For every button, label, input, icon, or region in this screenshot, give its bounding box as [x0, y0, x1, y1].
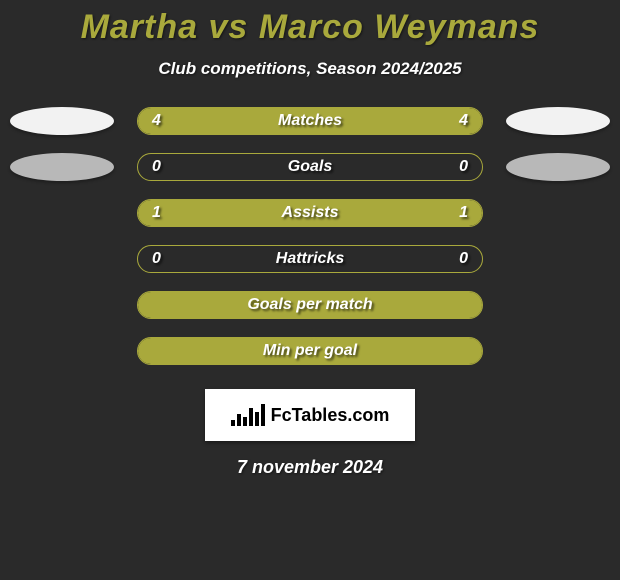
stat-labels: Min per goal — [138, 338, 482, 364]
stat-value-left: 0 — [152, 158, 161, 176]
stat-metric-name: Min per goal — [263, 342, 357, 360]
player-badge-right — [506, 153, 610, 181]
page-title: Martha vs Marco Weymans — [0, 8, 620, 47]
stat-metric-name: Hattricks — [276, 250, 344, 268]
stat-value-right: 0 — [459, 250, 468, 268]
player-badge-left — [10, 107, 114, 135]
left-badge-slot — [7, 153, 117, 181]
date-label: 7 november 2024 — [0, 457, 620, 478]
stat-value-left: 4 — [152, 112, 161, 130]
right-badge-slot — [503, 291, 613, 319]
stat-rows: 4 Matches 4 0 Goals 0 1 Assists 1 0 Hattricks 0 Goal… — [0, 107, 620, 365]
stat-metric-name: Assists — [282, 204, 339, 222]
stat-metric-name: Goals — [288, 158, 332, 176]
stat-row: 0 Goals 0 — [0, 153, 620, 181]
stat-bar: Min per goal — [137, 337, 483, 365]
left-badge-slot — [7, 337, 117, 365]
right-badge-slot — [503, 199, 613, 227]
stat-row: 0 Hattricks 0 — [0, 245, 620, 273]
right-badge-slot — [503, 245, 613, 273]
left-badge-slot — [7, 291, 117, 319]
stat-bar: 4 Matches 4 — [137, 107, 483, 135]
right-badge-slot — [503, 153, 613, 181]
stat-row: Min per goal — [0, 337, 620, 365]
stat-bar: 0 Hattricks 0 — [137, 245, 483, 273]
stat-metric-name: Matches — [278, 112, 342, 130]
stat-labels: Goals per match — [138, 292, 482, 318]
stat-metric-name: Goals per match — [247, 296, 372, 314]
stat-labels: 4 Matches 4 — [138, 108, 482, 134]
left-badge-slot — [7, 245, 117, 273]
comparison-card: Martha vs Marco Weymans Club competition… — [0, 0, 620, 478]
stat-value-right: 1 — [459, 204, 468, 222]
right-badge-slot — [503, 107, 613, 135]
stat-bar: Goals per match — [137, 291, 483, 319]
stat-value-right: 0 — [459, 158, 468, 176]
brand-text: FcTables.com — [271, 405, 390, 426]
left-badge-slot — [7, 107, 117, 135]
stat-value-right: 4 — [459, 112, 468, 130]
brand-badge[interactable]: FcTables.com — [205, 389, 415, 441]
stat-value-left: 1 — [152, 204, 161, 222]
stat-labels: 1 Assists 1 — [138, 200, 482, 226]
stat-labels: 0 Goals 0 — [138, 154, 482, 180]
stat-bar: 0 Goals 0 — [137, 153, 483, 181]
player-badge-left — [10, 153, 114, 181]
stat-row: 1 Assists 1 — [0, 199, 620, 227]
right-badge-slot — [503, 337, 613, 365]
stat-row: 4 Matches 4 — [0, 107, 620, 135]
player-badge-right — [506, 107, 610, 135]
page-subtitle: Club competitions, Season 2024/2025 — [0, 59, 620, 79]
stat-bar: 1 Assists 1 — [137, 199, 483, 227]
left-badge-slot — [7, 199, 117, 227]
stat-row: Goals per match — [0, 291, 620, 319]
brand-bars-icon — [231, 404, 265, 426]
stat-labels: 0 Hattricks 0 — [138, 246, 482, 272]
stat-value-left: 0 — [152, 250, 161, 268]
